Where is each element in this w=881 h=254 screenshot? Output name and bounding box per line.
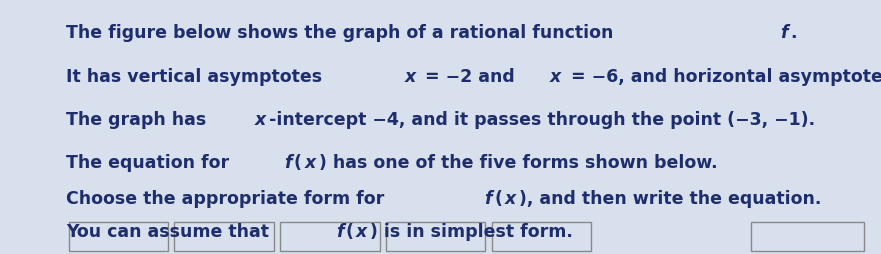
Text: x: x — [255, 110, 266, 128]
Text: (: ( — [494, 189, 502, 207]
Text: f: f — [780, 24, 788, 42]
Text: x: x — [550, 67, 561, 85]
Text: f: f — [285, 154, 292, 171]
Text: x: x — [404, 67, 416, 85]
Text: (: ( — [294, 154, 302, 171]
Text: x: x — [304, 154, 315, 171]
Text: -intercept −4, and it passes through the point (−3, −1).: -intercept −4, and it passes through the… — [270, 110, 816, 128]
Text: It has vertical asymptotes: It has vertical asymptotes — [66, 67, 329, 85]
Bar — [386, 222, 485, 251]
Text: = −6, and horizontal asymptote: = −6, and horizontal asymptote — [565, 67, 881, 85]
Text: (: ( — [345, 222, 353, 240]
Text: f: f — [336, 222, 344, 240]
Bar — [280, 222, 380, 251]
Text: x: x — [356, 222, 367, 240]
Text: ) has one of the five forms shown below.: ) has one of the five forms shown below. — [319, 154, 717, 171]
Text: ), and then write the equation.: ), and then write the equation. — [519, 189, 821, 207]
Text: ) is in simplest form.: ) is in simplest form. — [370, 222, 574, 240]
Text: = −2 and: = −2 and — [418, 67, 521, 85]
Bar — [751, 222, 864, 251]
Text: The equation for: The equation for — [66, 154, 235, 171]
Text: Choose the appropriate form for: Choose the appropriate form for — [66, 189, 390, 207]
Text: You can assume that: You can assume that — [66, 222, 275, 240]
Text: The graph has: The graph has — [66, 110, 212, 128]
Text: f: f — [485, 189, 492, 207]
Bar — [492, 222, 591, 251]
Bar — [69, 222, 168, 251]
Bar — [174, 222, 274, 251]
Text: x: x — [505, 189, 515, 207]
Text: .: . — [789, 24, 796, 42]
Text: The figure below shows the graph of a rational function: The figure below shows the graph of a ra… — [66, 24, 619, 42]
